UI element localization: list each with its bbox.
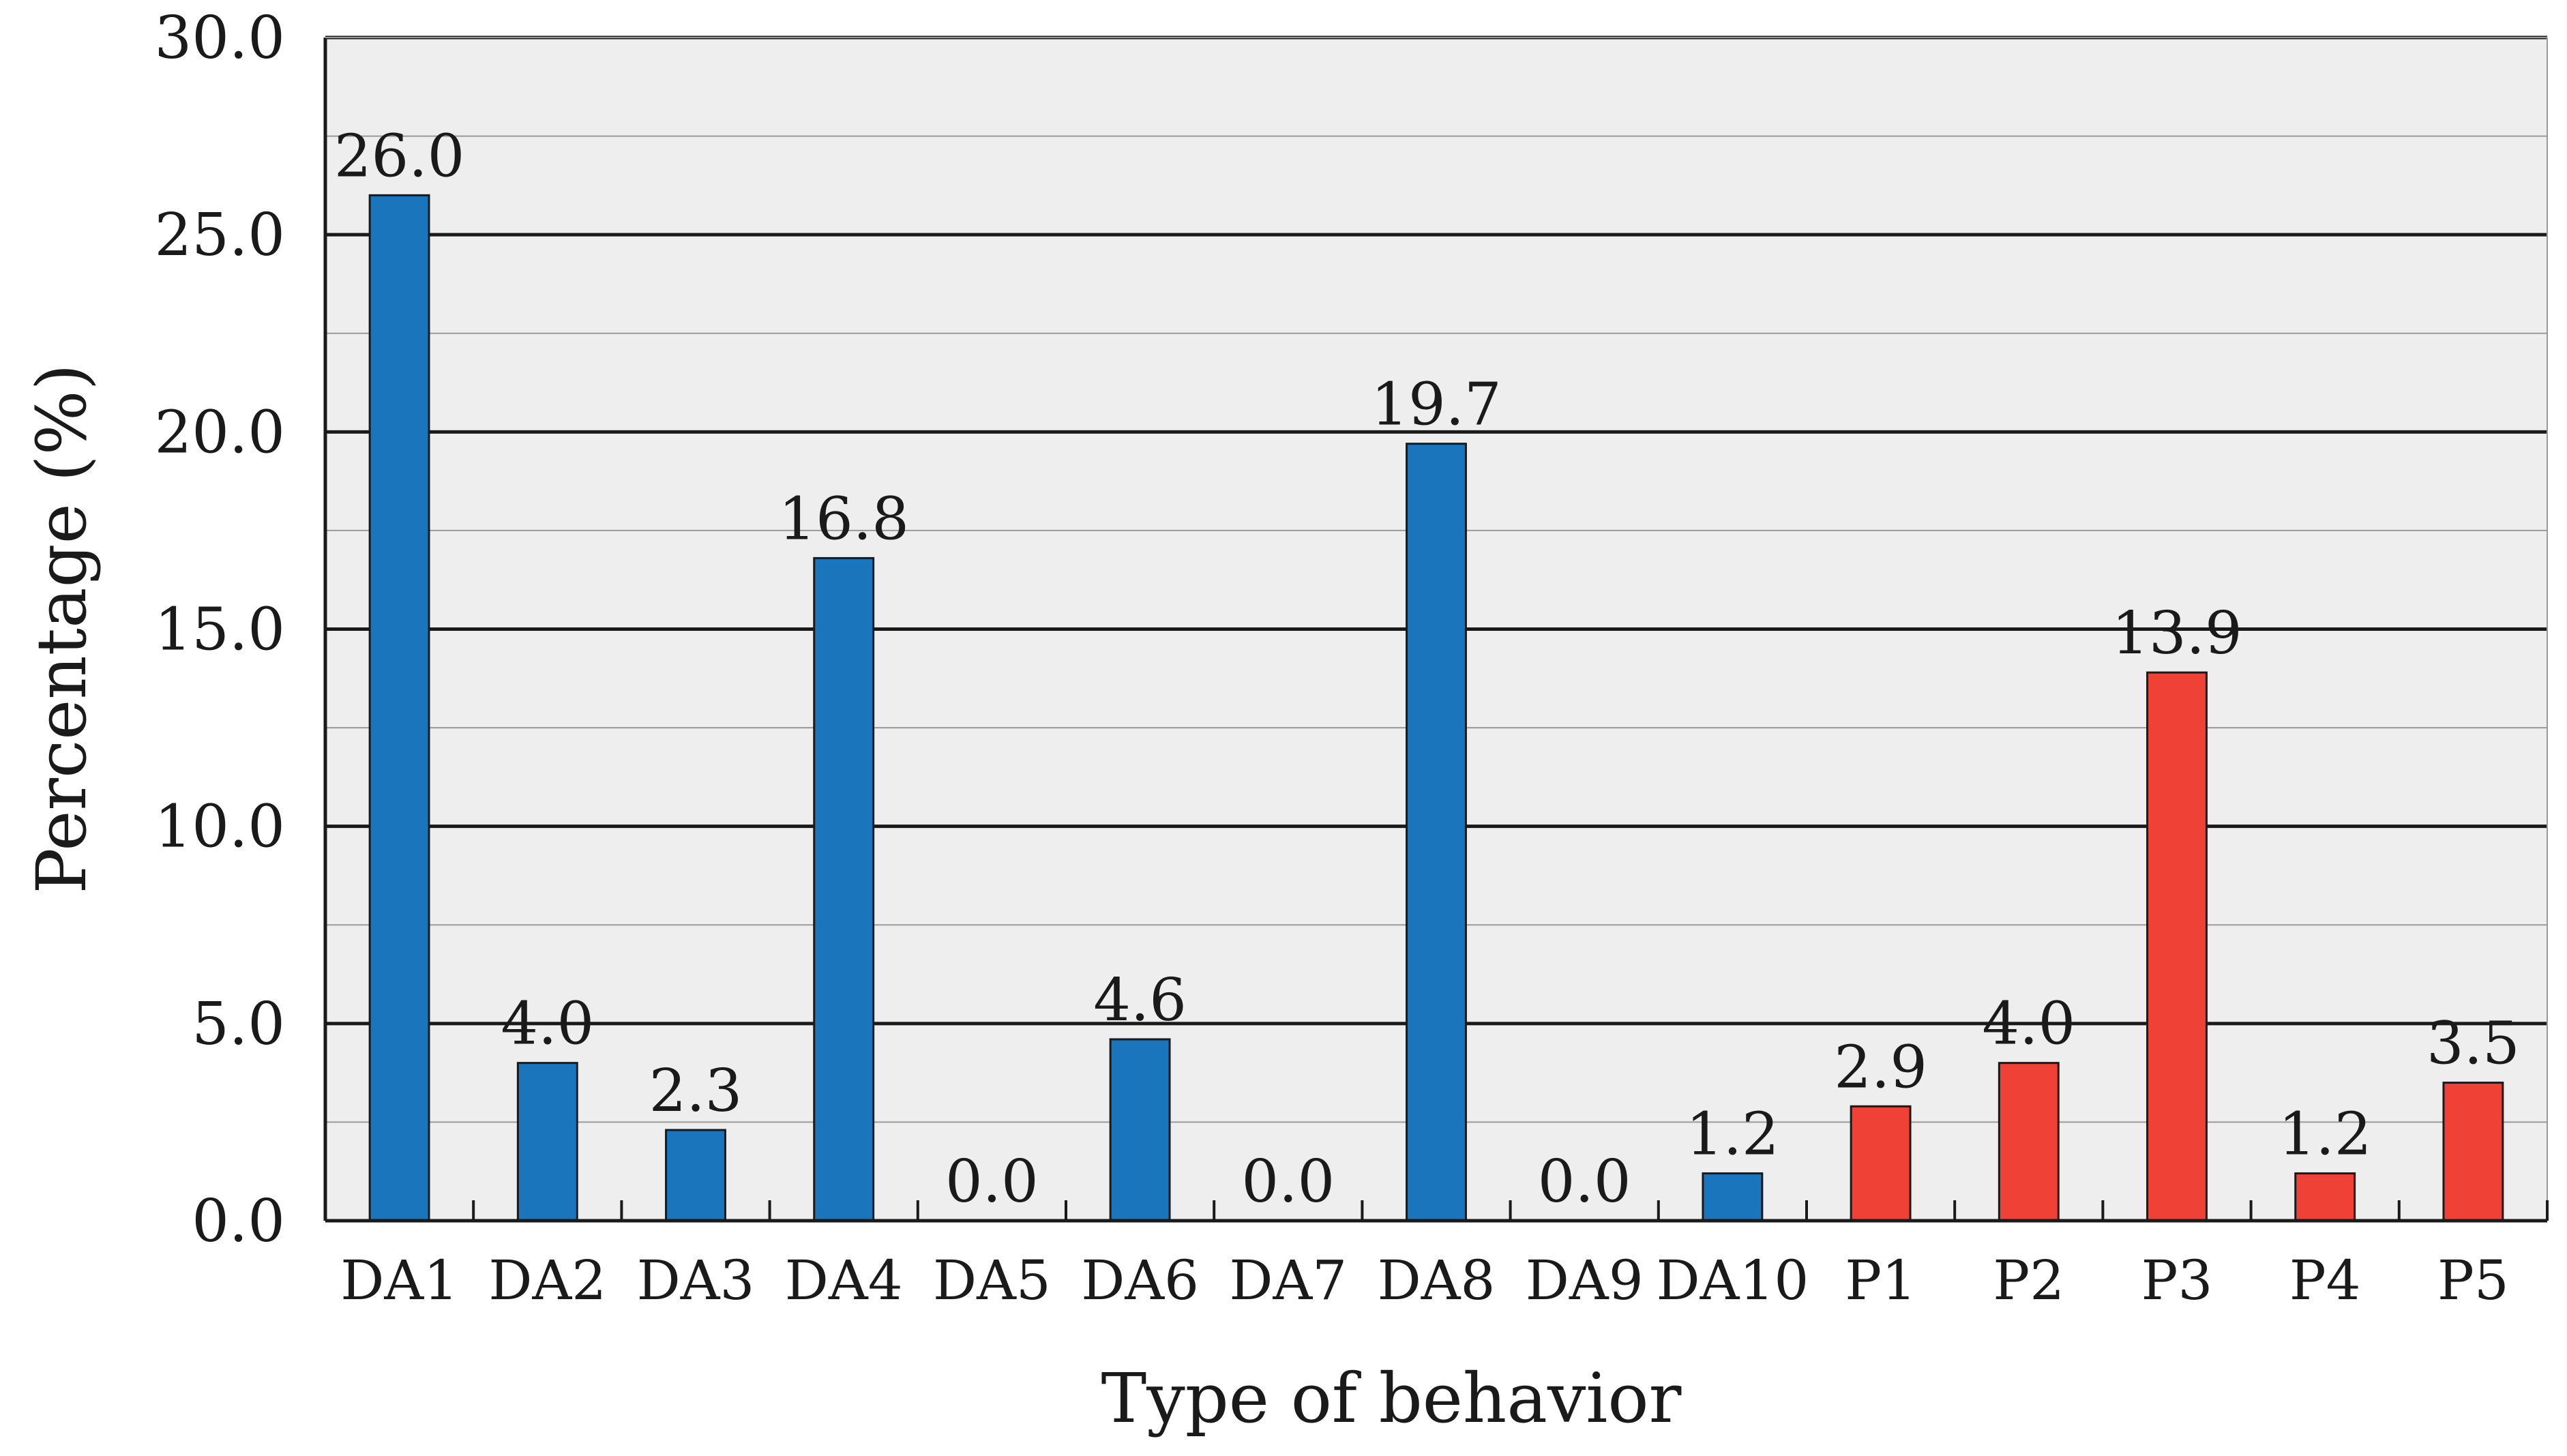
x-tick-label: P2	[1993, 1249, 2064, 1312]
bar-value-label: 0.0	[1241, 1148, 1335, 1216]
y-tick-label: 0.0	[192, 1187, 285, 1256]
bar-p2	[1998, 1062, 2060, 1222]
bar-p5	[2442, 1082, 2504, 1222]
bar-da6	[1109, 1038, 1171, 1222]
bar-value-label: 0.0	[1538, 1148, 1631, 1216]
y-tick-label: 25.0	[155, 201, 285, 269]
y-axis-title: Percentage (%)	[22, 363, 102, 893]
x-axis-title: Type of behavior	[1101, 1358, 1682, 1438]
bar-value-label: 3.5	[2427, 1010, 2520, 1078]
bar-da2	[516, 1062, 578, 1222]
x-tick-label: DA4	[785, 1249, 903, 1312]
bar-value-label: 4.0	[1982, 990, 2075, 1058]
bar-value-label: 1.2	[1686, 1101, 1779, 1169]
y-tick-label: 15.0	[155, 596, 285, 664]
bar-da3	[665, 1129, 726, 1222]
bar-da10	[1702, 1172, 1764, 1222]
bar-value-label: 2.3	[649, 1057, 743, 1125]
y-tick-label: 5.0	[192, 990, 285, 1058]
bars	[368, 194, 2504, 1222]
bar-da4	[813, 556, 875, 1222]
x-tick-label: DA6	[1081, 1249, 1199, 1312]
x-tick-label: P4	[2289, 1249, 2361, 1312]
bar-value-label: 4.6	[1093, 966, 1187, 1035]
bar-value-label: 26.0	[334, 122, 464, 190]
y-tick-label: 20.0	[155, 398, 285, 466]
x-tick-label: DA2	[488, 1249, 606, 1312]
x-tick-label: DA1	[340, 1249, 458, 1312]
x-tick-label: P1	[1845, 1249, 1916, 1312]
bar-value-label: 19.7	[1371, 371, 1501, 439]
bar-p1	[1850, 1105, 1912, 1222]
bar-value-label: 2.9	[1834, 1033, 1927, 1101]
x-tick-label: DA10	[1657, 1249, 1809, 1312]
bar-value-label: 4.0	[501, 990, 594, 1058]
axes	[323, 37, 2549, 1223]
bar-value-label: 1.2	[2279, 1101, 2372, 1169]
bar-value-label: 16.8	[778, 485, 908, 553]
bar-value-label: 0.0	[945, 1148, 1039, 1216]
bar-da1	[368, 194, 430, 1222]
x-tick-labels: DA1 DA2 DA3 DA4 DA5 DA6 DA7 DA8 DA9 DA10 P1 P2 P3 P4 P…	[340, 1249, 2509, 1312]
x-tick-label: DA5	[933, 1249, 1051, 1312]
x-tick-label: P3	[2141, 1249, 2213, 1312]
y-tick-label: 10.0	[155, 793, 285, 861]
bar-p3	[2146, 671, 2208, 1222]
x-tick-label: DA8	[1378, 1249, 1496, 1312]
y-tick-labels: 0.0 5.0 10.0 15.0 20.0 25.0 30.0	[155, 4, 285, 1256]
x-tick-label: DA7	[1229, 1249, 1347, 1312]
bar-value-labels: 26.0 4.0 2.3 16.8 0.0 4.6 0.0 19.7 0.0 1.2 2.9 4.0 1…	[334, 122, 2520, 1216]
bar-da8	[1406, 443, 1467, 1222]
x-tick-label: DA9	[1526, 1249, 1644, 1312]
y-tick-label: 30.0	[155, 4, 285, 72]
bar-value-label: 13.9	[2111, 599, 2242, 668]
x-tick-label: DA3	[637, 1249, 755, 1312]
x-tick-label: P5	[2437, 1249, 2509, 1312]
bar-p4	[2294, 1172, 2356, 1222]
